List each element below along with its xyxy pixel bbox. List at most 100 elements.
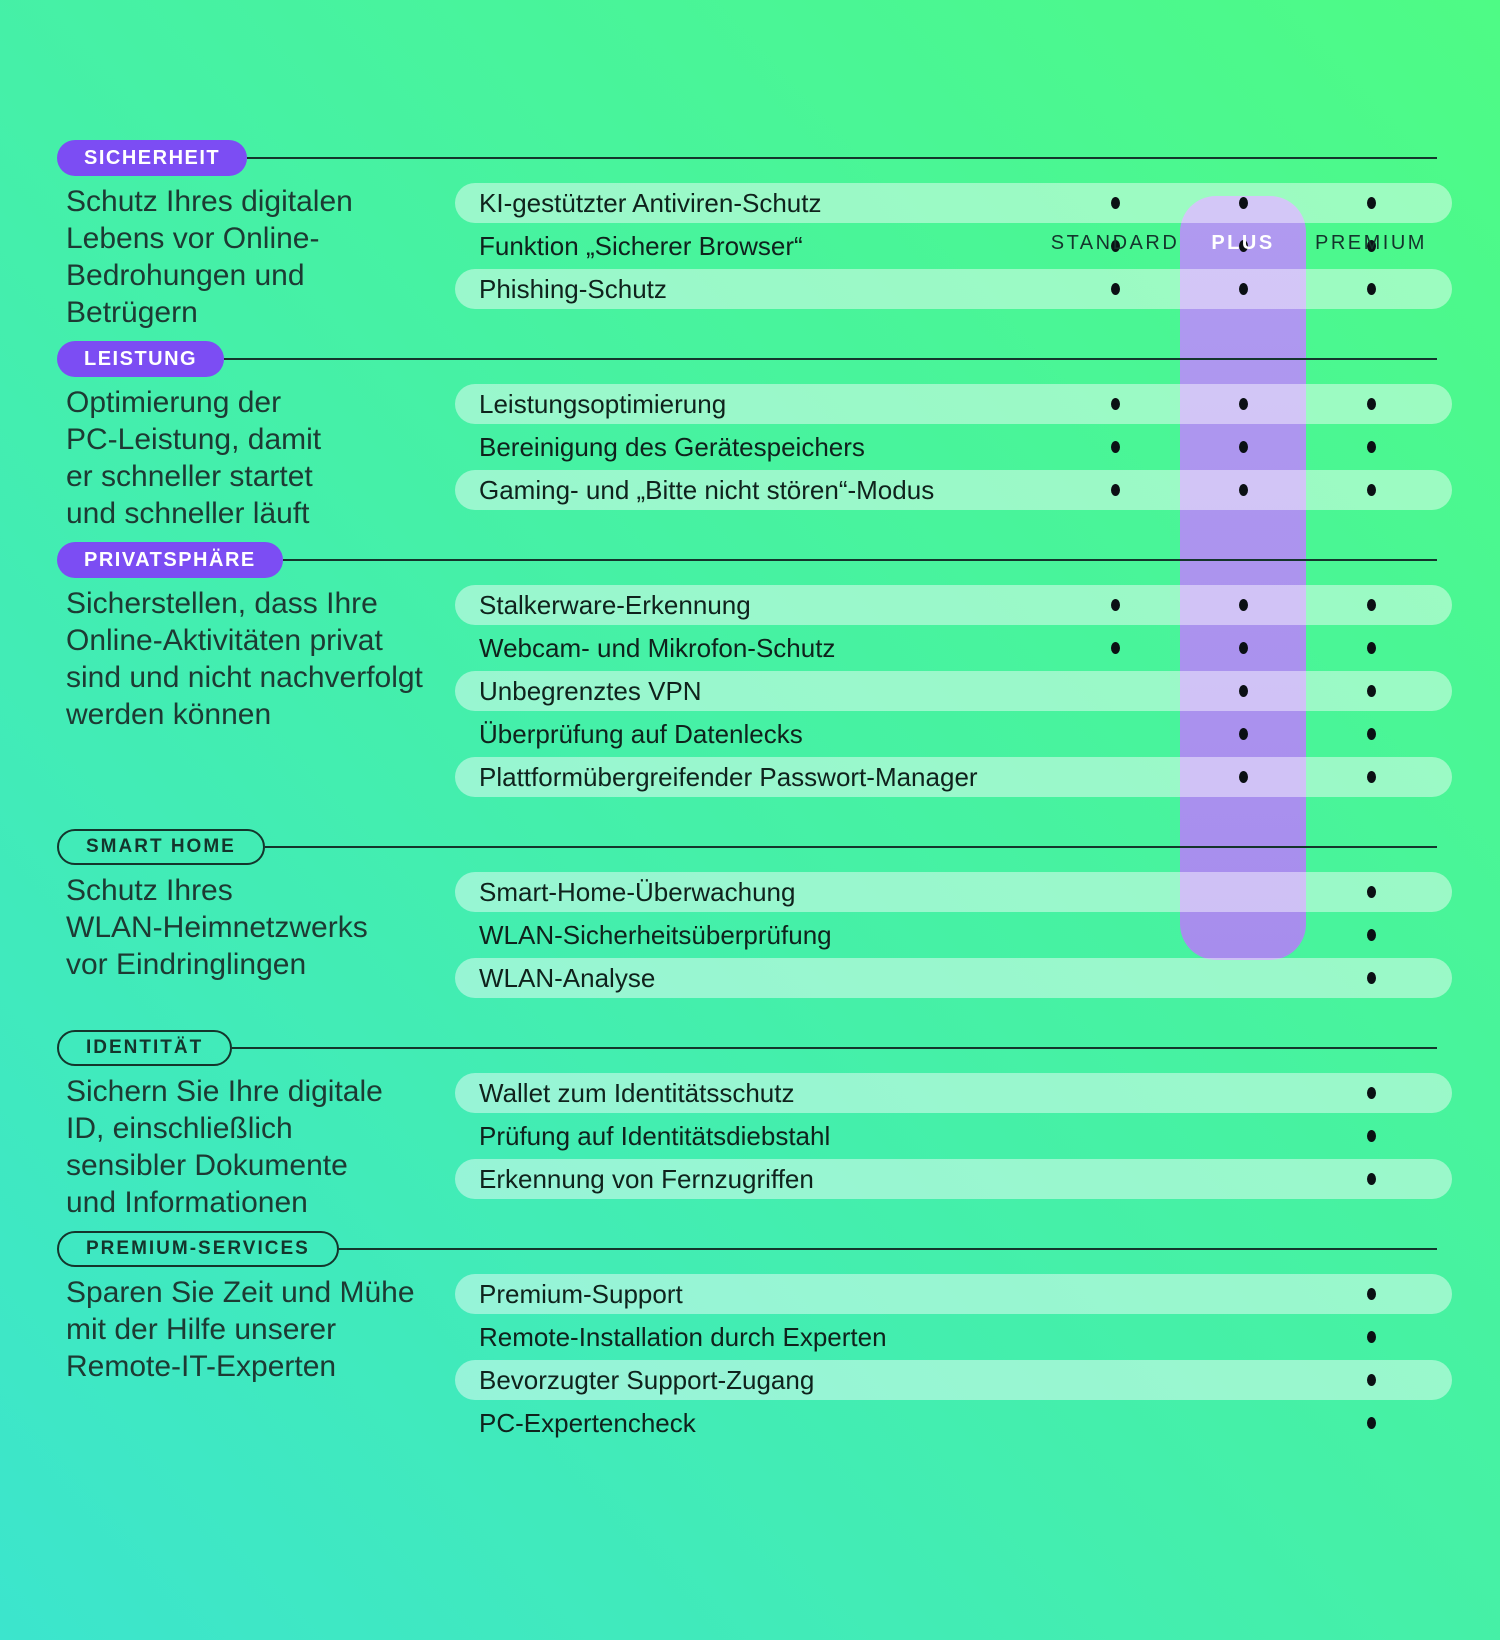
section-description: Schutz Ihres digitalen Lebens vor Online…	[66, 185, 353, 329]
section-content: Schutz Ihres digitalen Lebens vor Online…	[0, 183, 1500, 329]
feature-row: Webcam- und Mikrofon-Schutz	[455, 628, 1452, 668]
availability-plus	[1223, 872, 1263, 912]
section-badge-row: PREMIUM-SERVICES	[57, 1231, 1437, 1267]
availability-plus	[1223, 1403, 1263, 1443]
column-header-standard: STANDARD	[1050, 232, 1180, 254]
section-description: Sparen Sie Zeit und Mühe mit der Hilfe u…	[66, 1276, 415, 1383]
check-dot	[1238, 685, 1248, 697]
section-badge: PRIVATSPHÄRE	[57, 542, 283, 578]
check-dot	[1366, 1331, 1376, 1343]
check-dot	[1238, 484, 1248, 496]
availability-standard	[1095, 628, 1135, 668]
availability-plus	[1223, 671, 1263, 711]
column-header-plus: PLUS	[1211, 232, 1275, 254]
availability-premium	[1351, 1159, 1391, 1199]
check-dot	[1110, 283, 1120, 295]
feature-row: KI-gestützter Antiviren-Schutz	[455, 183, 1452, 223]
section-badge-row: LEISTUNG	[57, 341, 1437, 377]
check-dot	[1366, 283, 1376, 295]
check-dot	[1366, 771, 1376, 783]
availability-standard	[1095, 226, 1135, 266]
availability-standard	[1095, 671, 1135, 711]
check-dot	[1366, 398, 1376, 410]
check-dot	[1366, 1374, 1376, 1386]
plan-column-headers: STANDARD PLUS PREMIUM	[0, 232, 1500, 258]
check-dot	[1110, 398, 1120, 410]
feature-row: Unbegrenztes VPN	[455, 671, 1452, 711]
check-dot	[1366, 642, 1376, 654]
availability-premium	[1351, 872, 1391, 912]
availability-plus	[1223, 427, 1263, 467]
check-dot	[1110, 599, 1120, 611]
section-content: Optimierung der PC-Leistung, damit er sc…	[0, 384, 1500, 530]
check-dot	[1366, 929, 1376, 941]
section-description: Sicherstellen, dass Ihre Online-Aktivitä…	[66, 587, 423, 731]
section-description: Schutz Ihres WLAN-Heimnetzwerks vor Eind…	[66, 874, 368, 981]
feature-label: Erkennung von Fernzugriffen	[479, 1164, 814, 1194]
availability-plus	[1223, 1159, 1263, 1199]
availability-premium	[1351, 1317, 1391, 1357]
availability-plus	[1223, 1360, 1263, 1400]
feature-label: Webcam- und Mikrofon-Schutz	[479, 633, 836, 663]
check-dot	[1110, 240, 1120, 252]
feature-row: Phishing-Schutz	[455, 269, 1452, 309]
check-dot	[1110, 197, 1120, 209]
availability-plus	[1223, 269, 1263, 309]
feature-rows: Wallet zum Identitätsschutz Prüfung auf I…	[455, 1073, 1452, 1199]
section-content: Sparen Sie Zeit und Mühe mit der Hilfe u…	[0, 1274, 1500, 1443]
section-sicherheit: SICHERHEIT Schutz Ihres digitalen Lebens …	[0, 140, 1500, 329]
availability-plus	[1223, 628, 1263, 668]
check-dot	[1238, 283, 1248, 295]
feature-row: Prüfung auf Identitätsdiebstahl	[455, 1116, 1452, 1156]
check-dot	[1366, 1288, 1376, 1300]
availability-standard	[1095, 427, 1135, 467]
availability-standard	[1095, 1073, 1135, 1113]
check-dot	[1238, 771, 1248, 783]
feature-label: Unbegrenztes VPN	[479, 676, 702, 706]
availability-premium	[1351, 1116, 1391, 1156]
check-dot	[1366, 1417, 1376, 1429]
feature-row: Smart-Home-Überwachung	[455, 872, 1452, 912]
section-badge: SICHERHEIT	[57, 140, 248, 176]
feature-rows: Stalkerware-Erkennung Webcam- und Mikrofo…	[455, 585, 1452, 797]
availability-standard	[1095, 1274, 1135, 1314]
section-divider-line	[282, 559, 1437, 561]
check-dot	[1238, 240, 1248, 252]
feature-label: KI-gestützter Antiviren-Schutz	[479, 188, 822, 218]
feature-label: Bevorzugter Support-Zugang	[479, 1365, 815, 1395]
section-badge: PREMIUM-SERVICES	[57, 1231, 339, 1267]
feature-label: Plattformübergreifender Passwort-Manager	[479, 762, 978, 792]
availability-premium	[1351, 628, 1391, 668]
availability-premium	[1351, 1360, 1391, 1400]
section-content: Schutz Ihres WLAN-Heimnetzwerks vor Eind…	[0, 872, 1500, 998]
availability-premium	[1351, 958, 1391, 998]
feature-row: Remote-Installation durch Experten	[455, 1317, 1452, 1357]
feature-row: WLAN-Sicherheitsüberprüfung	[455, 915, 1452, 955]
section-badge-row: SMART HOME	[57, 829, 1437, 865]
availability-standard	[1095, 1403, 1135, 1443]
availability-plus	[1223, 1274, 1263, 1314]
feature-label: Überprüfung auf Datenlecks	[479, 719, 803, 749]
feature-label: PC-Expertencheck	[479, 1408, 696, 1438]
availability-standard	[1095, 1317, 1135, 1357]
feature-label: WLAN-Analyse	[479, 963, 656, 993]
section-badge-row: SICHERHEIT	[57, 140, 1437, 176]
availability-premium	[1351, 757, 1391, 797]
feature-row: Stalkerware-Erkennung	[455, 585, 1452, 625]
availability-standard	[1095, 585, 1135, 625]
section-badge-row: PRIVATSPHÄRE	[57, 542, 1437, 578]
column-header-premium: PREMIUM	[1315, 232, 1427, 254]
availability-standard	[1095, 269, 1135, 309]
feature-row: Plattformübergreifender Passwort-Manager	[455, 757, 1452, 797]
check-dot	[1366, 1173, 1376, 1185]
availability-plus	[1223, 1116, 1263, 1156]
feature-row: Wallet zum Identitätsschutz	[455, 1073, 1452, 1113]
check-dot	[1366, 1087, 1376, 1099]
availability-premium	[1351, 1403, 1391, 1443]
availability-plus	[1223, 915, 1263, 955]
section-divider-line	[232, 1047, 1437, 1049]
feature-label: Leistungsoptimierung	[479, 389, 727, 419]
feature-row: WLAN-Analyse	[455, 958, 1452, 998]
check-dot	[1366, 728, 1376, 740]
availability-premium	[1351, 671, 1391, 711]
